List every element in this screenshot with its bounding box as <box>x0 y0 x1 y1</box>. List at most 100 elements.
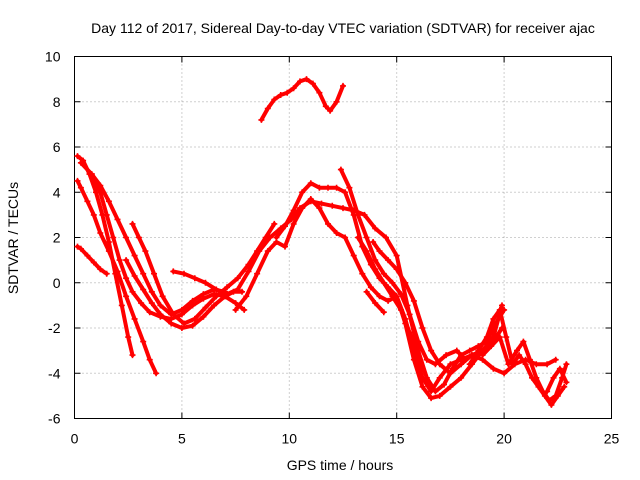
data-point-marker <box>499 302 505 309</box>
data-point-marker <box>479 352 486 359</box>
data-point-marker <box>116 257 123 264</box>
x-tick-label: 15 <box>389 431 405 447</box>
data-point-marker <box>277 92 284 98</box>
data-point-marker <box>191 275 198 282</box>
data-point-marker <box>475 347 482 354</box>
x-tick-label: 5 <box>178 431 186 447</box>
data-series <box>74 76 570 408</box>
data-point-marker <box>363 288 370 295</box>
data-point-marker <box>159 293 166 300</box>
data-point-marker <box>181 270 187 277</box>
data-point-marker <box>84 252 91 259</box>
data-point-marker <box>458 361 465 368</box>
data-point-marker <box>544 361 551 368</box>
data-point-marker <box>526 356 533 363</box>
data-point-marker <box>561 383 568 390</box>
data-point-marker <box>520 338 527 345</box>
data-point-marker <box>342 189 349 196</box>
data-point-marker <box>406 329 413 336</box>
data-point-marker <box>423 356 430 363</box>
data-point-marker <box>340 205 346 212</box>
data-point-marker <box>447 361 454 368</box>
data-point-marker <box>178 325 185 331</box>
data-point-marker <box>325 220 331 227</box>
data-point-marker <box>415 338 422 345</box>
data-point-marker <box>129 288 136 295</box>
data-point-marker <box>483 334 490 341</box>
data-point-marker <box>325 184 331 191</box>
data-point-marker <box>505 361 512 368</box>
chart-title: Day 112 of 2017, Sidereal Day-to-day VTE… <box>91 20 595 36</box>
series-sat-9 <box>232 196 505 395</box>
data-point-marker <box>307 196 314 202</box>
data-point-marker <box>273 234 280 241</box>
data-point-marker <box>103 270 110 277</box>
data-point-marker <box>488 343 495 350</box>
data-point-marker <box>441 381 447 388</box>
data-point-marker <box>458 352 465 359</box>
data-point-marker <box>224 284 230 291</box>
data-point-marker <box>436 361 443 368</box>
data-point-marker <box>329 202 336 209</box>
data-point-marker <box>447 370 454 377</box>
x-tick-label: 0 <box>71 431 79 447</box>
y-tick-label: 6 <box>53 139 61 155</box>
data-point-marker <box>490 334 497 341</box>
data-point-marker <box>258 116 265 123</box>
data-point-marker <box>224 291 230 298</box>
data-point-marker <box>146 309 153 316</box>
data-point-marker <box>140 286 147 293</box>
data-point-marker <box>148 300 155 307</box>
data-point-marker <box>466 347 473 354</box>
y-tick-label: 4 <box>53 184 61 200</box>
y-tick-label: 10 <box>45 49 61 65</box>
data-point-marker <box>406 311 413 318</box>
data-point-marker <box>322 103 329 110</box>
data-point-marker <box>118 302 125 309</box>
data-point-marker <box>522 361 529 368</box>
data-point-marker <box>380 309 387 316</box>
data-point-marker <box>148 288 155 295</box>
data-point-marker <box>129 220 136 227</box>
data-point-marker <box>432 388 439 395</box>
data-point-marker <box>544 388 551 395</box>
axis-ticks: 0 5 10 15 20 25 -6 -4 -2 0 2 4 6 8 10 <box>45 49 620 447</box>
y-axis-label: SDTVAR / TECUs <box>5 182 21 294</box>
data-point-marker <box>372 257 379 264</box>
data-point-marker <box>410 356 417 363</box>
data-point-marker <box>380 279 387 286</box>
data-point-marker <box>346 184 353 191</box>
data-point-marker <box>428 347 435 354</box>
data-point-marker <box>370 239 377 245</box>
data-point-marker <box>372 266 379 273</box>
data-point-marker <box>496 306 503 313</box>
data-point-marker <box>202 304 209 311</box>
data-point-marker <box>458 374 465 381</box>
data-point-marker <box>282 223 288 230</box>
y-tick-label: 2 <box>53 230 61 246</box>
data-point-marker <box>142 248 149 255</box>
data-point-marker <box>415 352 422 359</box>
data-point-marker <box>516 352 523 359</box>
data-point-marker <box>123 293 130 300</box>
data-point-marker <box>97 182 104 189</box>
data-point-marker <box>170 268 177 275</box>
data-point-marker <box>307 180 314 187</box>
data-point-marker <box>170 311 177 318</box>
data-point-marker <box>359 270 366 277</box>
data-point-marker <box>443 352 450 359</box>
data-point-marker <box>447 383 454 390</box>
data-point-marker <box>146 356 153 363</box>
data-point-marker <box>90 259 97 266</box>
x-tick-label: 20 <box>496 431 512 447</box>
data-point-marker <box>284 89 291 96</box>
data-point-marker <box>340 82 346 89</box>
data-point-marker <box>112 270 119 277</box>
data-point-marker <box>290 220 297 227</box>
data-point-marker <box>213 293 220 300</box>
data-point-marker <box>74 177 81 184</box>
data-point-marker <box>74 243 81 250</box>
data-point-marker <box>361 211 368 218</box>
data-point-marker <box>271 96 278 103</box>
data-point-marker <box>103 211 110 218</box>
